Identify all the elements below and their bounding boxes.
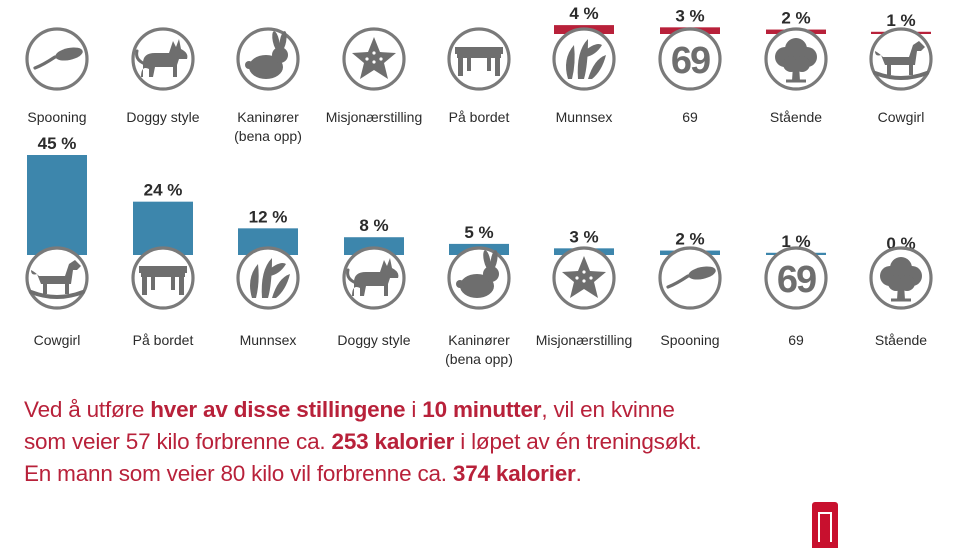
caption-line-3: En mann som veier 80 kilo vil forbrenne …: [24, 461, 582, 486]
category-label-4: På bordet: [449, 109, 510, 125]
publication-logo: [812, 502, 838, 548]
category-label-1: På bordet: [133, 332, 194, 348]
value-label-7: 1 %: [781, 232, 810, 251]
value-label-2: 12 %: [249, 207, 288, 226]
women-chart: 45 % Cowgirl 24 % På bordet 12 % Munnsex 8 % Do…: [25, 134, 933, 367]
category-label-2: Kaninører (bena opp): [234, 109, 302, 144]
category-label-8: Cowgirl: [878, 109, 925, 125]
value-label-7: 2 %: [781, 9, 810, 28]
category-label-2: Munnsex: [240, 332, 297, 348]
category-label-5: Misjonærstilling: [536, 332, 632, 348]
category-label-8: Stående: [875, 332, 927, 348]
value-label-0: 45 %: [38, 134, 77, 153]
category-label-4: Kaninører (bena opp): [445, 332, 513, 367]
category-label-0: Cowgirl: [34, 332, 81, 348]
sixtynine-icon: [670, 40, 710, 82]
icon-circle-1: [131, 246, 195, 310]
value-label-5: 3 %: [569, 227, 598, 246]
value-label-4: 5 %: [464, 223, 493, 242]
category-label-3: Misjonærstilling: [326, 109, 422, 125]
caption-line-1: Ved å utføre hver av disse stillingene i…: [24, 397, 675, 422]
category-label-0: Spooning: [27, 109, 86, 125]
chart: 69 Spooning Doggy style Kaninører(bena opp…: [25, 4, 933, 367]
value-label-3: 8 %: [359, 216, 388, 235]
value-label-5: 4 %: [569, 4, 598, 23]
category-label-6: Spooning: [660, 332, 719, 348]
bar-1: [133, 201, 193, 255]
men-chart: Spooning Doggy style Kaninører (bena opp) Mi…: [25, 4, 933, 144]
category-label-7: Stående: [770, 109, 822, 125]
value-label-1: 24 %: [144, 181, 183, 200]
bar-0: [27, 155, 87, 255]
category-label-6: 69: [682, 109, 698, 125]
category-label-3: Doggy style: [337, 332, 410, 348]
category-label-1: Doggy style: [126, 109, 199, 125]
calorie-caption: Ved å utføre hver av disse stillingene i…: [24, 394, 924, 490]
category-label-5: Munnsex: [556, 109, 613, 125]
value-label-8: 1 %: [886, 11, 915, 30]
value-label-6: 2 %: [675, 230, 704, 249]
icon-circle-4: [447, 27, 511, 91]
sixtynine-icon: [776, 259, 816, 301]
caption-line-2: som veier 57 kilo forbrenne ca. 253 kalo…: [24, 429, 702, 454]
value-label-6: 3 %: [675, 6, 704, 25]
category-label-7: 69: [788, 332, 804, 348]
